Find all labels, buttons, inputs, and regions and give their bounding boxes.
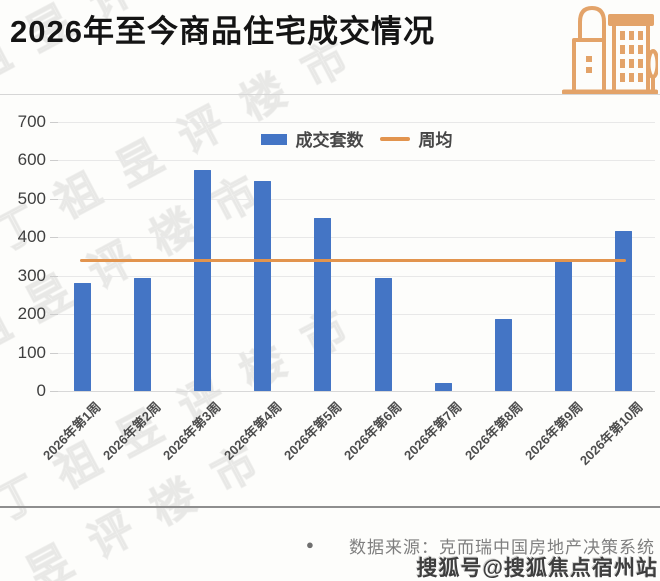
- y-axis-tick-label: 400: [17, 227, 46, 246]
- source-bullet: ●: [306, 537, 314, 552]
- gridline-700: [58, 121, 655, 123]
- gridline-0: [58, 391, 655, 392]
- gridline-200: [58, 314, 655, 315]
- legend-bar-swatch: [260, 133, 287, 145]
- bar-2026年第2周: [133, 278, 151, 391]
- gridline-100: [58, 352, 655, 354]
- gridline-400: [58, 237, 655, 238]
- y-tick-mark: [50, 237, 58, 238]
- gridline-300: [58, 275, 655, 277]
- buildings-icon: [561, 4, 660, 99]
- y-axis-tick-label: 100: [17, 342, 46, 362]
- y-tick-mark: [50, 121, 58, 123]
- bar-2026年第1周: [73, 283, 91, 391]
- bar-2026年第3周: [193, 169, 211, 391]
- y-axis-tick-label: 700: [17, 111, 46, 131]
- bar-2026年第6周: [374, 278, 392, 391]
- data-source-text: 数据来源：克而瑞中国房地产决策系统: [349, 538, 655, 557]
- footer-divider: [0, 506, 660, 508]
- bar-2026年第9周: [555, 260, 573, 391]
- y-tick-mark: [50, 391, 58, 392]
- y-axis-tick-label: 200: [17, 304, 46, 323]
- y-tick-mark: [50, 314, 58, 315]
- y-tick-mark: [50, 198, 58, 200]
- legend-line-label: 周均: [418, 131, 453, 150]
- bar-2026年第8周: [495, 318, 513, 391]
- page-title: 2026年至今商品住宅成交情况: [10, 14, 435, 49]
- bar-2026年第4周: [254, 180, 272, 391]
- sohu-account-watermark: 搜狐号@搜狐焦点宿州站: [416, 557, 658, 580]
- chart-legend: 成交套数 周均: [58, 126, 655, 151]
- legend-line-swatch: [379, 137, 410, 141]
- bar-2026年第10周: [615, 231, 633, 391]
- y-tick-mark: [50, 160, 58, 161]
- bar-2026年第7周: [434, 382, 452, 391]
- header-divider: [0, 94, 660, 95]
- bar-2026年第5周: [314, 218, 332, 391]
- weekly-average-line: [80, 258, 626, 263]
- y-axis-tick-label: 600: [17, 150, 46, 169]
- y-axis-tick-label: 0: [36, 381, 46, 400]
- y-tick-mark: [50, 275, 58, 277]
- legend-bar-label: 成交套数: [295, 131, 364, 150]
- y-tick-mark: [50, 352, 58, 354]
- y-axis-tick-label: 500: [17, 188, 46, 208]
- y-axis-tick-label: 300: [17, 265, 46, 285]
- gridline-500: [58, 198, 655, 200]
- gridline-600: [58, 160, 655, 161]
